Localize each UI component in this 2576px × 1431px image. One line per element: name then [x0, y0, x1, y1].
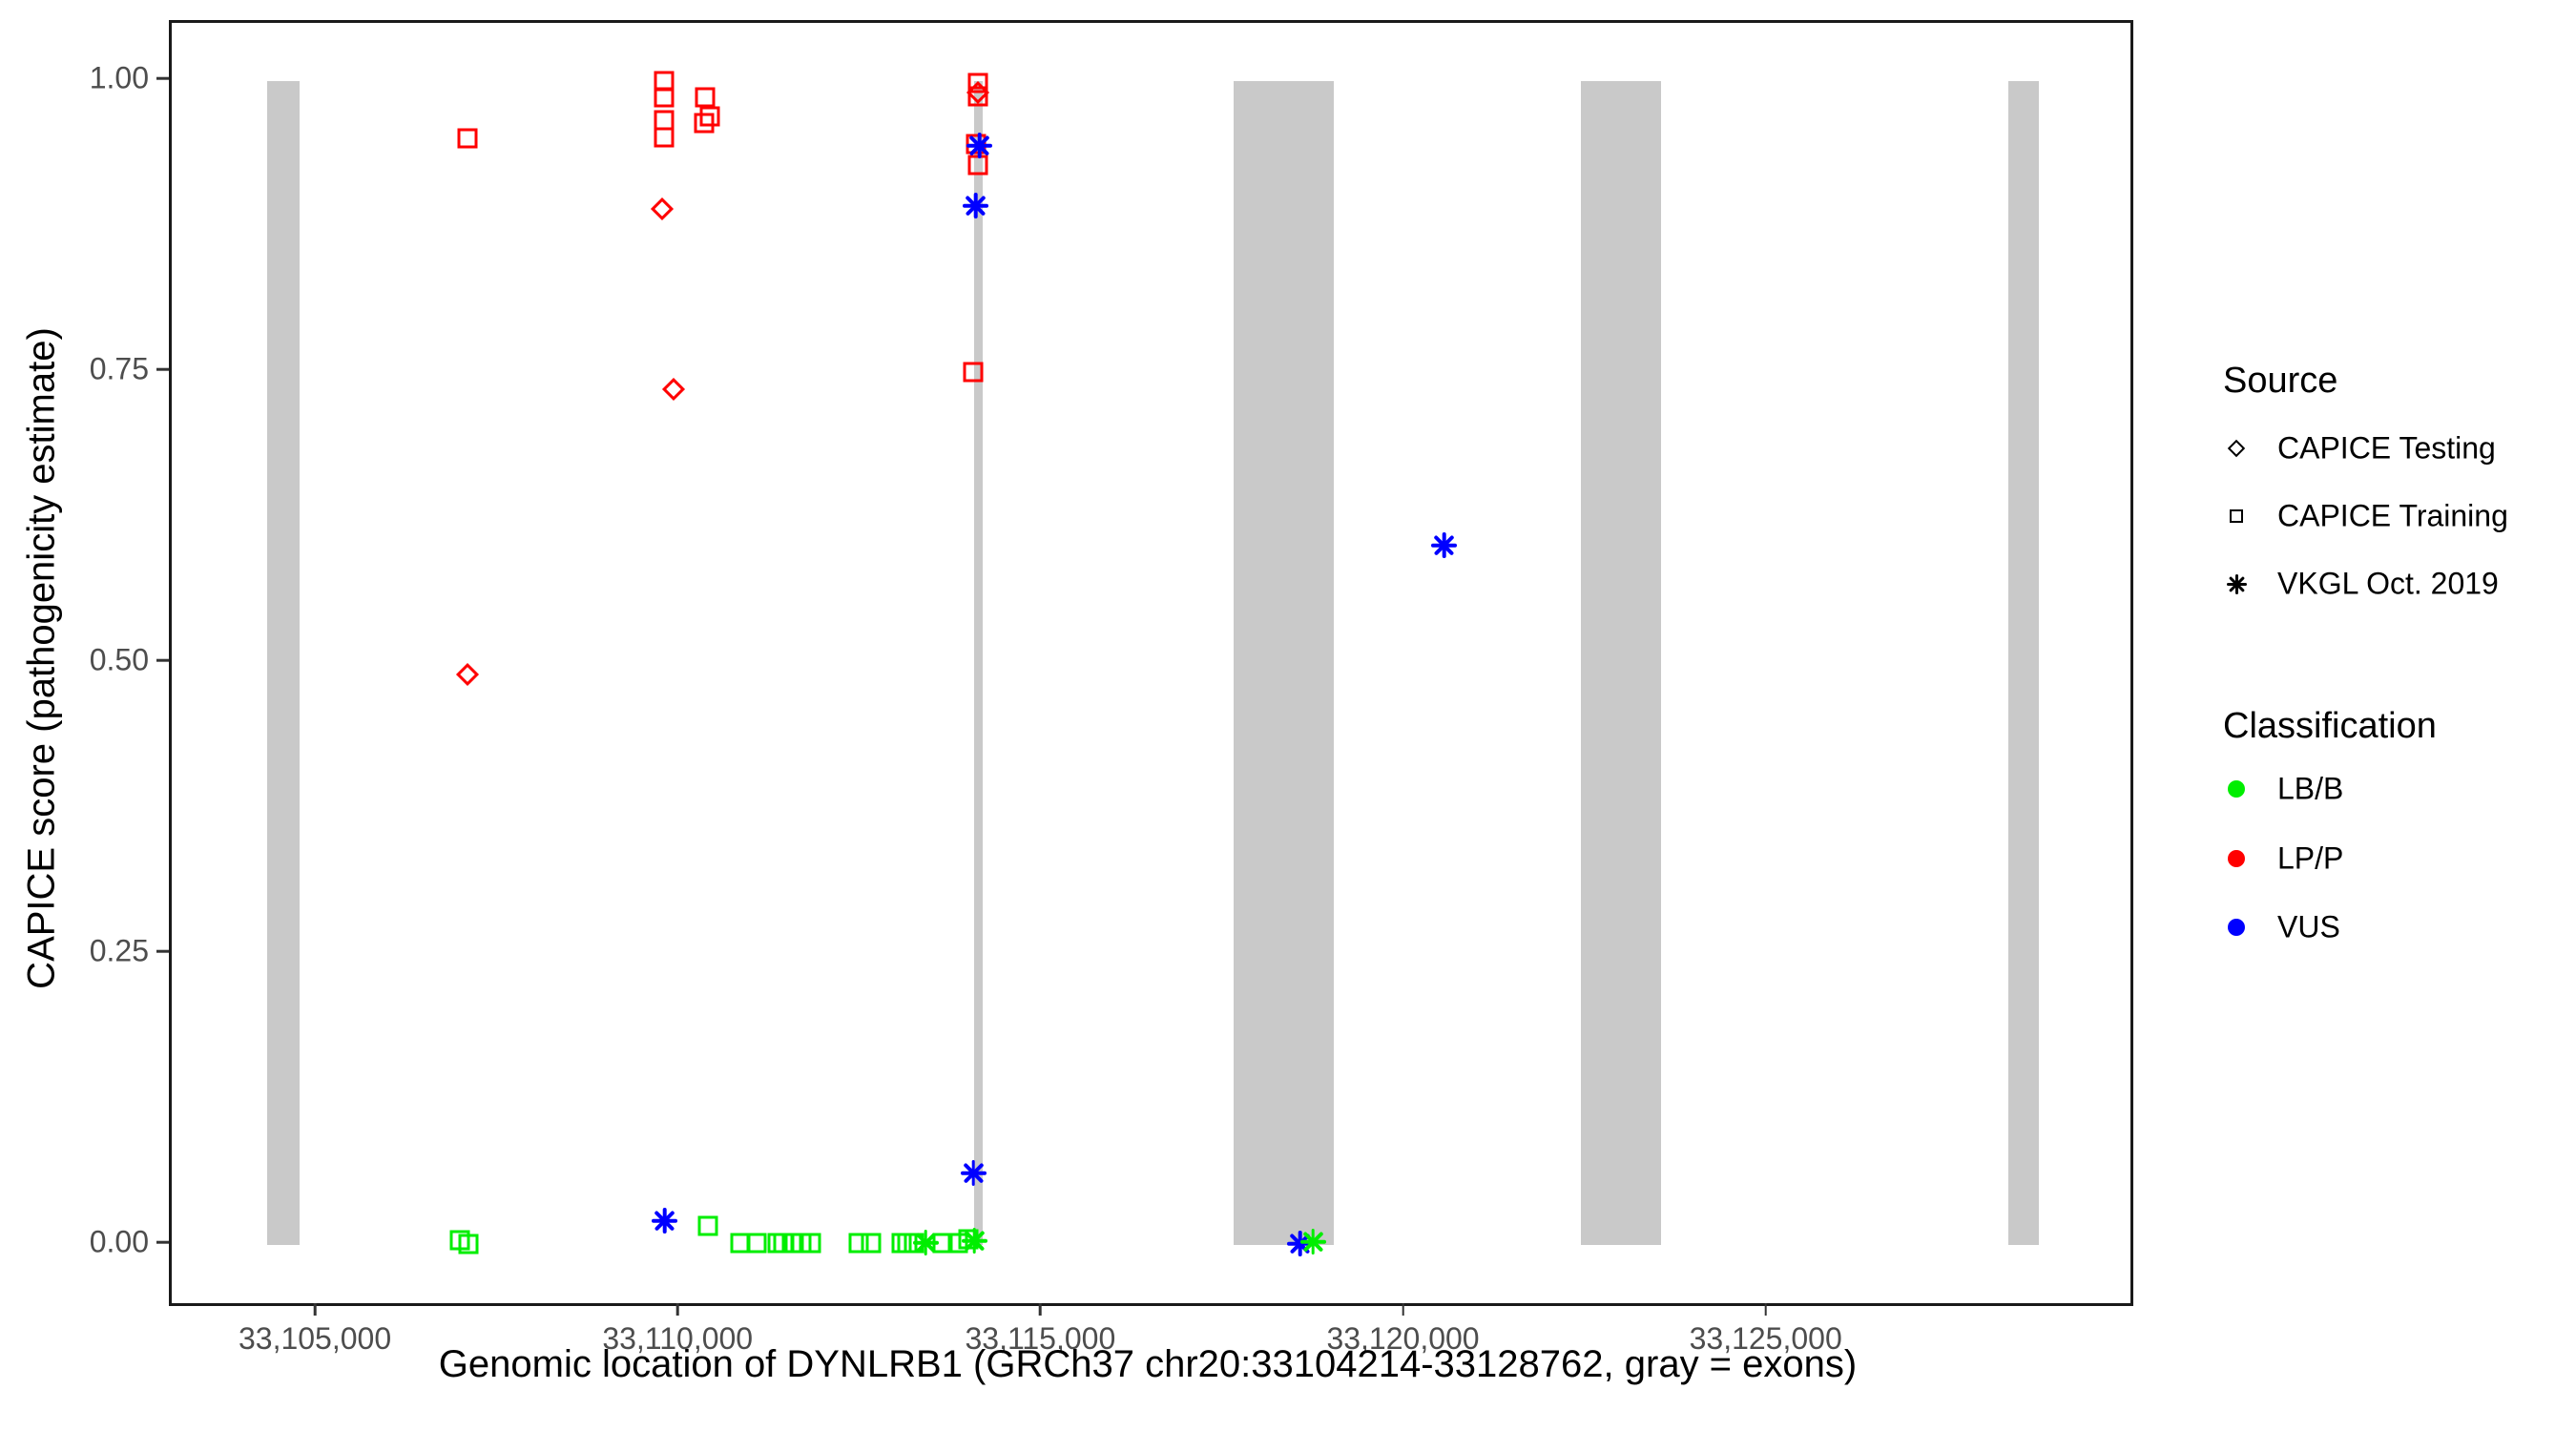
y-axis-tick: [156, 949, 169, 953]
data-point: [861, 1233, 882, 1254]
data-point: [697, 1215, 718, 1236]
y-axis-title: CAPICE score (pathogenicity estimate): [20, 327, 63, 989]
green-dot-icon: [2228, 780, 2245, 798]
data-point: [456, 663, 480, 687]
data-point: [695, 87, 716, 108]
x-axis-tick-label: 33,115,000: [965, 1321, 1116, 1356]
data-point: [963, 193, 989, 219]
asterisk-symbol-icon: [2226, 573, 2247, 594]
data-point: [694, 113, 715, 134]
square-symbol-icon: [2230, 509, 2243, 523]
data-point: [967, 73, 988, 93]
data-point: [1299, 1228, 1326, 1255]
x-axis-tick-label: 33,125,000: [1689, 1321, 1842, 1356]
red-dot-icon: [2228, 850, 2245, 867]
x-axis-tick: [1402, 1303, 1404, 1316]
y-axis-tick-label: 0.00: [89, 1224, 149, 1259]
data-point: [800, 1233, 821, 1254]
diamond-symbol-icon: [2227, 439, 2246, 458]
data-point: [651, 197, 675, 221]
y-axis-tick: [156, 76, 169, 80]
data-point: [848, 1233, 869, 1254]
data-point: [654, 127, 675, 148]
y-axis-tick-label: 0.50: [89, 642, 149, 677]
data-point: [1431, 532, 1458, 559]
data-point: [458, 1234, 479, 1255]
data-point: [661, 378, 685, 402]
data-point: [960, 1159, 987, 1186]
x-axis-tick-label: 33,110,000: [602, 1321, 754, 1356]
y-axis-tick-label: 0.25: [89, 933, 149, 968]
data-point: [947, 1233, 968, 1254]
data-point: [966, 132, 992, 158]
exon-band: [1580, 81, 1661, 1245]
data-point: [963, 362, 984, 383]
y-axis-tick-label: 0.75: [89, 351, 149, 386]
data-point: [1287, 1231, 1314, 1257]
blue-dot-icon: [2228, 919, 2245, 936]
data-point: [457, 128, 478, 149]
data-point: [967, 86, 988, 107]
y-axis-tick-label: 1.00: [89, 60, 149, 95]
exon-band: [974, 81, 984, 1245]
exon-band: [267, 81, 301, 1245]
data-point: [912, 1230, 939, 1256]
exon-band: [1234, 81, 1335, 1245]
legend-classification-title: Classification: [2223, 706, 2437, 746]
y-axis-tick: [156, 658, 169, 662]
data-point: [654, 87, 675, 108]
x-axis-title: Genomic location of DYNLRB1 (GRCh37 chr2…: [438, 1343, 1858, 1385]
plot-panel: [169, 20, 2133, 1306]
x-axis-tick: [675, 1303, 679, 1316]
x-axis-tick-label: 33,105,000: [238, 1321, 392, 1356]
data-point: [651, 1207, 677, 1234]
x-axis-tick-label: 33,120,000: [1326, 1321, 1480, 1356]
x-axis-tick: [1039, 1303, 1042, 1316]
data-point: [746, 1233, 767, 1254]
x-axis-tick: [313, 1303, 317, 1316]
y-axis-tick: [156, 367, 169, 371]
data-point: [961, 1227, 987, 1254]
exon-band: [2007, 81, 2039, 1245]
legend-source-title: Source: [2223, 361, 2338, 401]
data-point: [699, 106, 720, 127]
x-axis-tick: [1764, 1303, 1767, 1316]
y-axis-tick: [156, 1240, 169, 1244]
